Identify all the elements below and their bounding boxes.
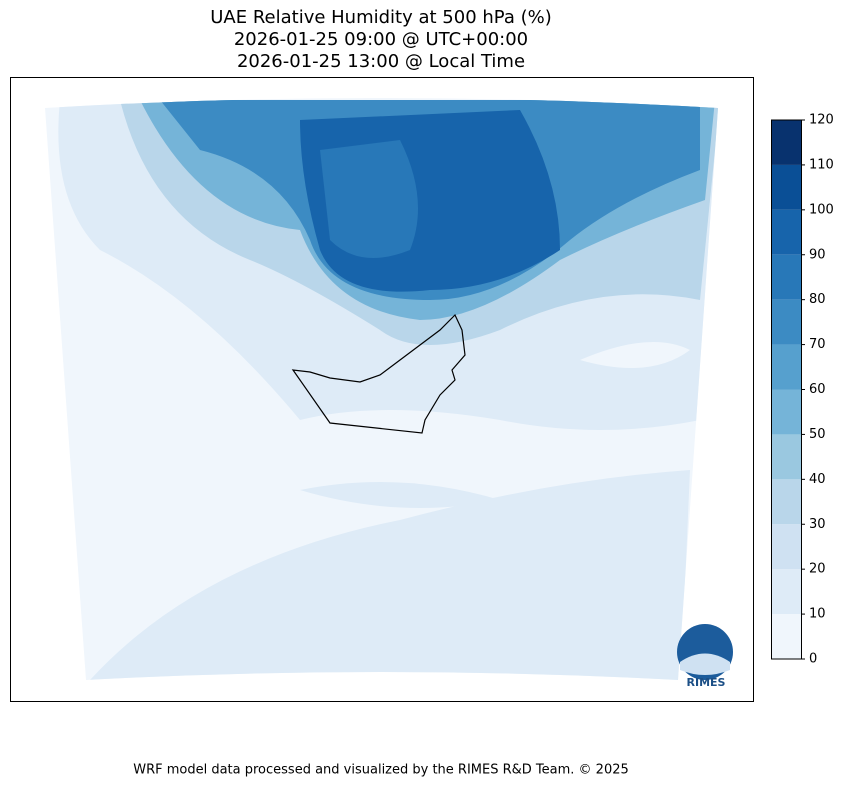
humidity-field xyxy=(58,100,718,680)
colorbar-bin xyxy=(771,120,801,165)
colorbar-tick-label: 120 xyxy=(809,113,834,128)
colorbar-bin xyxy=(771,209,801,255)
colorbar-tick-label: 40 xyxy=(809,472,826,487)
colorbar-tick-label: 10 xyxy=(809,607,826,622)
colorbar-bin xyxy=(771,164,801,210)
colorbar-bin xyxy=(771,614,801,659)
colorbar-bin xyxy=(771,299,801,345)
colorbar-tick-label: 60 xyxy=(809,382,826,397)
colorbar-bin xyxy=(771,254,801,300)
uae-border xyxy=(291,313,466,434)
colorbar: 0 10 20 30 40 50 60 70 80 90 100 110 120 xyxy=(771,113,834,667)
colorbar-bin xyxy=(771,569,801,615)
title: UAE Relative Humidity at 500 hPa (%) xyxy=(210,7,551,28)
colorbar-bin xyxy=(771,479,801,525)
colorbar-tick-label: 20 xyxy=(809,562,826,577)
colorbar-tick-label: 0 xyxy=(809,652,817,667)
logo: RIMES xyxy=(677,624,733,689)
colorbar-bin xyxy=(771,344,801,390)
colorbar-bin xyxy=(771,434,801,480)
title: 2026-01-25 13:00 @ Local Time xyxy=(237,51,525,72)
colorbar-tick-label: 50 xyxy=(809,427,826,442)
colorbar-tick-label: 90 xyxy=(809,247,826,262)
footer: WRF model data processed and visualized … xyxy=(133,763,629,778)
colorbar-tick-label: 80 xyxy=(809,292,826,307)
map-frame xyxy=(10,77,754,702)
map: RIMES xyxy=(10,77,754,702)
colorbar-bin xyxy=(771,524,801,570)
colorbar-tick-label: 110 xyxy=(809,157,834,172)
title: 2026-01-25 09:00 @ UTC+00:00 xyxy=(234,29,528,50)
colorbar-bin xyxy=(771,389,801,435)
colorbar-tick-label: 30 xyxy=(809,517,826,532)
colorbar-tick-label: 100 xyxy=(809,202,834,217)
logo-text: RIMES xyxy=(687,676,726,689)
colorbar-tick-label: 70 xyxy=(809,337,826,352)
